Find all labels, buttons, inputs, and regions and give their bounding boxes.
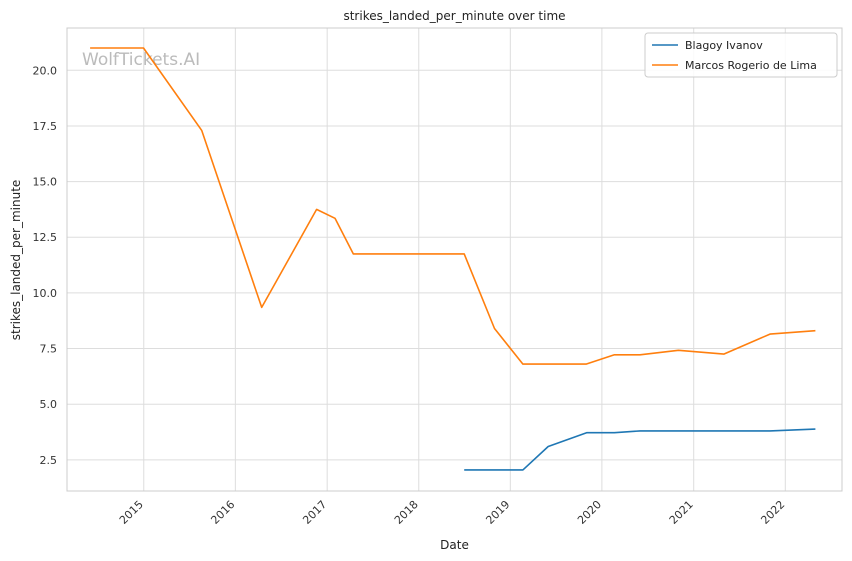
x-axis-label: Date xyxy=(440,538,469,552)
chart-title: strikes_landed_per_minute over time xyxy=(343,9,565,23)
legend-label-blagoy-ivanov: Blagoy Ivanov xyxy=(685,39,763,52)
y-tick-label-17-5: 17.5 xyxy=(33,120,58,133)
y-tick-label-12-5: 12.5 xyxy=(33,231,58,244)
y-tick-label-5-0: 5.0 xyxy=(40,398,58,411)
watermark-text: WolfTickets.AI xyxy=(82,50,200,70)
series-layer xyxy=(90,47,816,471)
series-line-blagoy-ivanov xyxy=(464,428,816,471)
y-tick-label-2-5: 2.5 xyxy=(40,454,58,467)
plot-area-frame xyxy=(66,27,843,492)
y-tick-label-7-5: 7.5 xyxy=(40,343,58,356)
y-tick-label-15-0: 15.0 xyxy=(33,176,58,189)
y-tick-label-10-0: 10.0 xyxy=(33,287,58,300)
legend-box xyxy=(644,32,838,78)
legend-label-marcos-rogerio-de-lima: Marcos Rogerio de Lima xyxy=(685,59,817,72)
grid-lines xyxy=(67,28,842,491)
y-axis-ticks: 2.5 5.0 7.5 10.0 12.5 15.0 17.5 20.0 xyxy=(33,64,58,467)
y-axis-label: strikes_landed_per_minute xyxy=(9,180,23,341)
legend: Blagoy Ivanov Marcos Rogerio de Lima xyxy=(644,32,838,78)
y-tick-label-20-0: 20.0 xyxy=(33,64,58,77)
